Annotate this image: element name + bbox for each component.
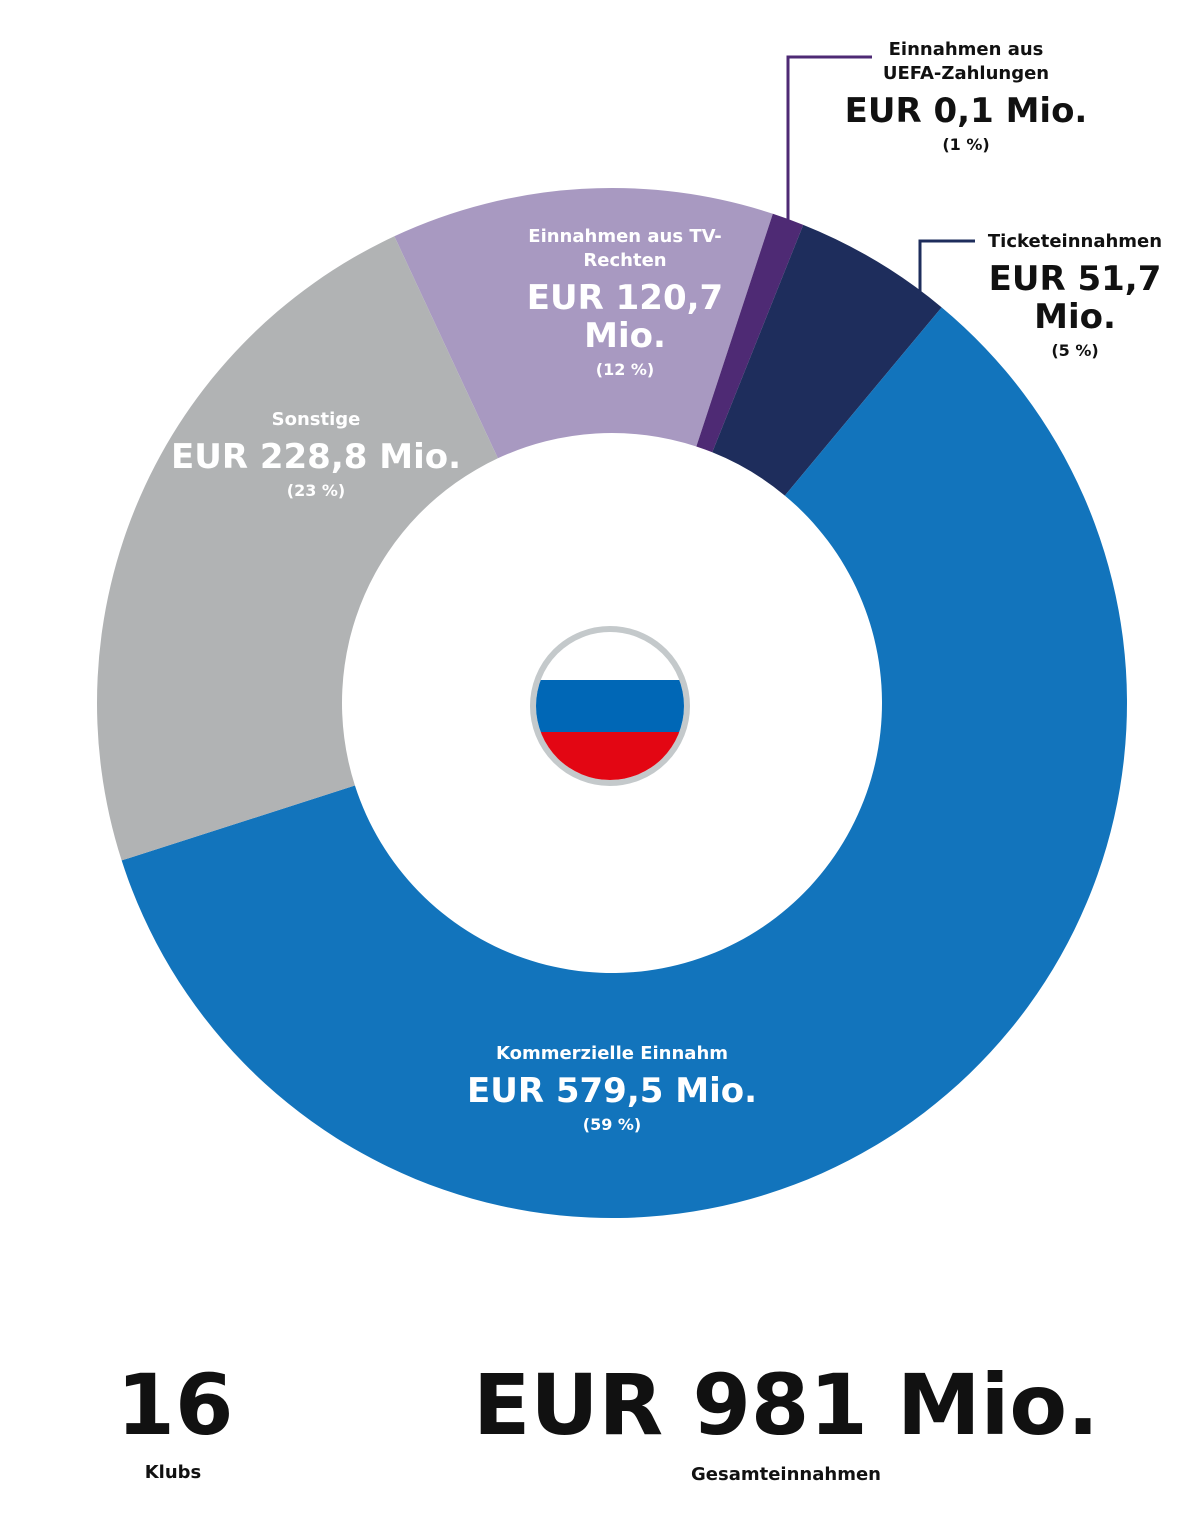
leader-line <box>786 55 872 220</box>
amount-label: EUR 228,8 Mio. <box>171 437 461 477</box>
value-label: (12 %) <box>595 360 655 379</box>
category-name: Kommerzielle Einnahm <box>495 1043 729 1064</box>
donut <box>97 187 1127 1218</box>
slice-label: Einnahmen aus TV-Rechten EUR 120,7 Mio. (1… <box>510 225 740 381</box>
category-name: Ticketeinnahmen <box>987 231 1163 252</box>
slice <box>696 213 804 453</box>
value-label: (1 %) <box>942 135 990 154</box>
amount-label: EUR 120,7 Mio. <box>526 278 724 356</box>
amount-label: EUR 0,1 Mio. <box>844 91 1088 131</box>
category-name: Sonstige <box>271 409 361 430</box>
slice <box>97 236 498 861</box>
slice-label: Einnahmen aus UEFA-Zahlungen EUR 0,1 Mio.… <box>836 38 1096 156</box>
value-label: (23 %) <box>286 481 346 500</box>
category-name: Einnahmen aus UEFA-Zahlungen <box>882 39 1050 84</box>
amount-label: EUR 51,7 Mio. <box>988 259 1162 337</box>
slice-label: Ticketeinnahmen EUR 51,7 Mio. (5 %) <box>975 230 1175 362</box>
leader-line <box>918 239 975 292</box>
slice <box>712 224 942 496</box>
slice-label: Kommerzielle Einnahm EUR 579,5 Mio. (59 %) <box>452 1042 772 1136</box>
total: EUR 981 Mio. <box>472 1356 1100 1454</box>
slice-label: Sonstige EUR 228,8 Mio. (23 %) <box>156 408 476 502</box>
category-name: Einnahmen aus TV-Rechten <box>528 226 722 271</box>
slice <box>121 307 1127 1218</box>
amount-label: EUR 579,5 Mio. <box>467 1071 757 1111</box>
slice <box>394 187 773 459</box>
flag <box>530 626 690 786</box>
total-label: Gesamteinnahmen <box>691 1464 881 1485</box>
clubs-count: 16 <box>116 1356 234 1454</box>
value-label: (5 %) <box>1051 341 1099 360</box>
clubs-label: Klubs <box>144 1462 202 1483</box>
value-label: (59 %) <box>582 1115 642 1134</box>
